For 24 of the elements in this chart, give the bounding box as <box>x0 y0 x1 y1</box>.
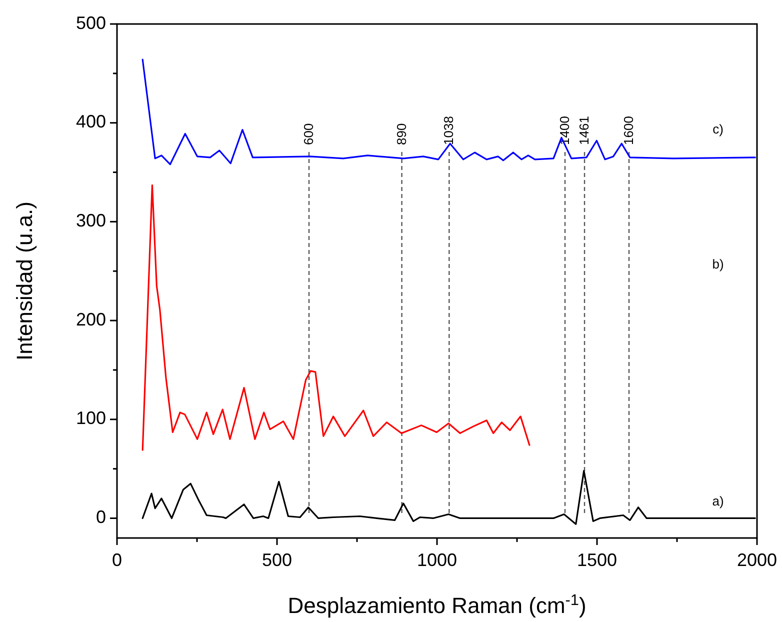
x-axis-title: Desplazamiento Raman (cm$^{-1}$) <box>288 592 586 618</box>
ref-line-label: 1600 <box>621 116 636 145</box>
ref-line-label: 600 <box>301 123 316 145</box>
ref-line-label: 1038 <box>441 116 456 145</box>
annotation: b) <box>712 256 724 272</box>
y-axis-title: Intensidad (u.a.) <box>12 202 37 360</box>
y-tick-label: 300 <box>76 210 106 230</box>
annotation: a) <box>712 493 724 508</box>
line-series <box>142 184 530 451</box>
x-tick-label: 2000 <box>736 550 778 570</box>
ref-line-label: 1400 <box>557 116 572 145</box>
x-tick-label: 1000 <box>416 550 458 570</box>
ref-line-label: 1461 <box>576 116 592 145</box>
line-series <box>142 58 756 166</box>
y-tick-label: 0 <box>96 506 106 527</box>
y-tick-label: 400 <box>76 112 106 132</box>
y-tick-label: 500 <box>76 12 106 33</box>
y-tick-label: 100 <box>76 408 106 428</box>
y-tick-label: 200 <box>76 309 106 330</box>
annotation: c) <box>712 121 724 136</box>
x-tick-label: 1500 <box>576 550 618 570</box>
ref-line-label: 890 <box>394 123 409 145</box>
x-tick-label: 500 <box>262 550 292 570</box>
x-tick-label: 0 <box>112 550 122 570</box>
